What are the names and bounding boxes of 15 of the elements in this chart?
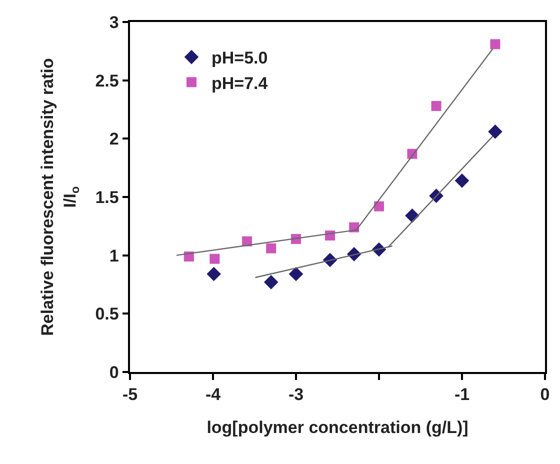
legend-label: pH=5.0 (212, 48, 268, 68)
y-tick-label: 1 (109, 246, 119, 266)
x-tick-label: -4 (205, 385, 222, 404)
x-tick-label: -3 (288, 385, 304, 404)
y-tick-label: 2 (109, 130, 119, 149)
y-tick-label: 1.5 (95, 188, 119, 207)
x-tick-label: 0 (540, 385, 550, 404)
y-tick-label: 3 (109, 12, 119, 32)
y-tick-label: 0 (109, 362, 119, 382)
x-tick-label: -5 (122, 385, 138, 404)
y-tick-label: 0.5 (95, 304, 119, 324)
x-tick-label: -1 (454, 385, 470, 404)
legend-label: pH=7.4 (212, 74, 268, 93)
y-tick-label: 2.5 (95, 71, 119, 90)
x-axis-title: log[polymer concentration (g/L)] (206, 418, 468, 438)
